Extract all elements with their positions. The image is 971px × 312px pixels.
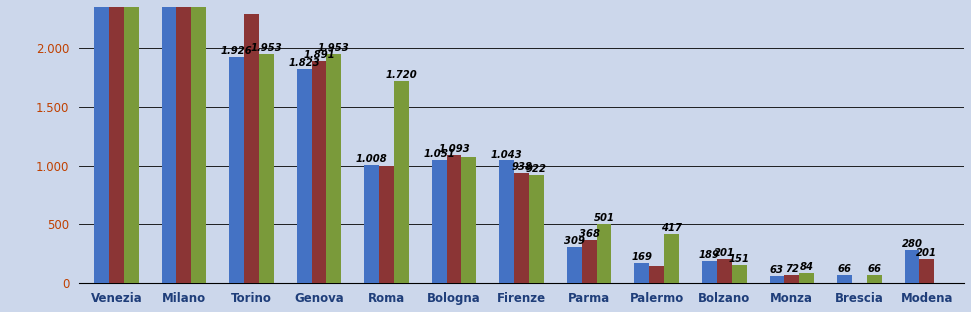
Bar [582, 240, 596, 283]
Bar [634, 263, 650, 283]
Bar [664, 234, 679, 283]
Bar [567, 247, 582, 283]
Bar [364, 165, 379, 283]
Text: 1.093: 1.093 [438, 144, 470, 154]
Text: 280: 280 [901, 239, 922, 249]
Text: 417: 417 [661, 223, 682, 233]
Bar [244, 14, 259, 283]
Text: 1.891: 1.891 [303, 50, 335, 60]
Bar [785, 275, 799, 283]
Text: 189: 189 [699, 250, 720, 260]
Text: 1.043: 1.043 [491, 149, 522, 159]
Bar [394, 81, 409, 283]
Text: 1.720: 1.720 [385, 70, 418, 80]
Bar [191, 0, 206, 283]
Bar [799, 273, 814, 283]
Bar [515, 173, 529, 283]
Text: 169: 169 [631, 252, 653, 262]
Bar [717, 259, 732, 283]
Bar [529, 175, 544, 283]
Text: 201: 201 [714, 248, 735, 258]
Bar [259, 54, 274, 283]
Text: 201: 201 [917, 248, 937, 258]
Bar [161, 0, 177, 283]
Text: 151: 151 [728, 254, 750, 264]
Bar [123, 0, 139, 283]
Bar [596, 224, 612, 283]
Bar [297, 69, 312, 283]
Text: 309: 309 [564, 236, 585, 246]
Text: 501: 501 [593, 213, 615, 223]
Text: 1.926: 1.926 [220, 46, 252, 56]
Bar [732, 265, 747, 283]
Text: 66: 66 [867, 264, 882, 274]
Text: 1.008: 1.008 [355, 154, 387, 164]
Bar [312, 61, 326, 283]
Text: 1.953: 1.953 [318, 43, 350, 53]
Text: 1.051: 1.051 [423, 149, 455, 158]
Text: 368: 368 [579, 229, 600, 239]
Text: 938: 938 [511, 162, 532, 172]
Bar [109, 0, 123, 283]
Bar [461, 157, 477, 283]
Text: 72: 72 [785, 264, 799, 274]
Bar [326, 54, 341, 283]
Text: 922: 922 [526, 164, 547, 174]
Text: 1.823: 1.823 [288, 58, 320, 68]
Text: 66: 66 [838, 264, 852, 274]
Text: 63: 63 [770, 265, 784, 275]
Bar [229, 57, 244, 283]
Bar [379, 166, 394, 283]
Bar [702, 261, 717, 283]
Bar [447, 155, 461, 283]
Bar [432, 159, 447, 283]
Bar [499, 160, 515, 283]
Bar [769, 275, 785, 283]
Bar [650, 266, 664, 283]
Bar [177, 0, 191, 283]
Bar [837, 275, 852, 283]
Bar [905, 250, 920, 283]
Text: 84: 84 [800, 262, 814, 272]
Bar [920, 259, 934, 283]
Bar [94, 0, 109, 283]
Bar [867, 275, 882, 283]
Text: 1.953: 1.953 [251, 43, 283, 53]
